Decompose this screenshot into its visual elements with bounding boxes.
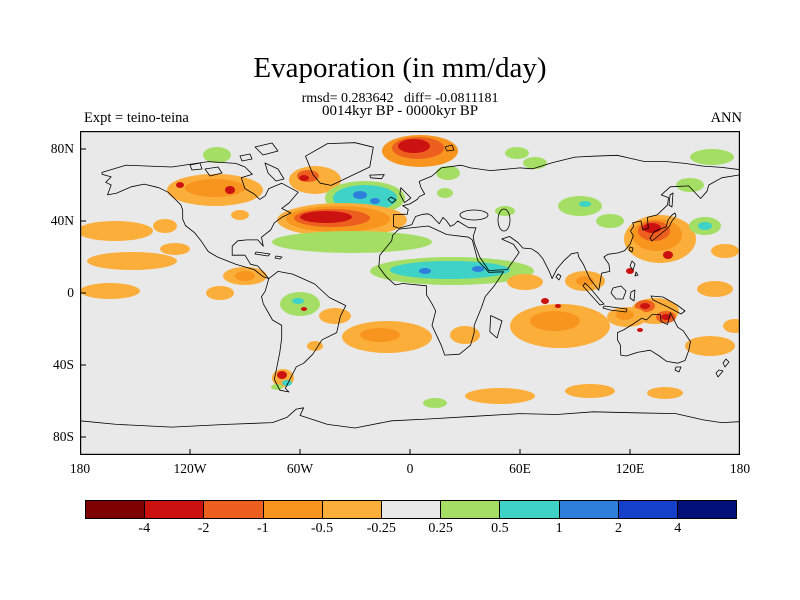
colorbar-segment [618,501,678,518]
coastline-madagascar [489,315,503,339]
coastline-greenland [305,142,374,186]
lon-tick-label: 60E [509,461,531,476]
lat-tick-label: 80S [52,428,74,444]
colorbar-segment [677,501,737,518]
colorbar-segment [500,501,560,518]
colorbar-tick-label: 0.25 [428,521,453,536]
coastline-south-america [261,271,347,393]
anomaly-north-america-negative [153,174,263,233]
coastline-philippines [628,246,639,277]
lon-tick-label: 120E [615,461,645,476]
anomaly-subtropical-atlantic-positive [272,231,432,253]
anomaly-southern-africa-negative [450,326,480,344]
anomaly-north-atlantic-positive [325,181,405,215]
coastline-eurasia [393,154,740,291]
world-map-svg [80,131,740,455]
coastline-sri-lanka [555,273,562,281]
colorbar-segment [559,501,619,518]
coastline-indonesia-new-guinea [582,282,686,315]
colorbar-segment [263,501,323,518]
coastline-arctic-islands [189,142,455,182]
colorbar [85,500,737,519]
colorbar-tick-label: -0.5 [310,521,334,536]
anomaly-north-pacific-negative [80,221,190,299]
lon-tick-label: 180 [729,461,751,476]
coastline-caspian-sea [497,208,511,232]
colorbar-tick-label: 2 [614,521,622,536]
coastline-antarctica [80,407,740,429]
anomaly-siberia-positive [437,188,624,228]
map-area: 80N 40N 0 40S 80S 180 120W 60W 0 60E 120E 180 [51,131,750,476]
coastline-caribbean [254,251,283,260]
anomaly-south-atlantic-negative [342,321,432,353]
colorbar-segment [322,501,382,518]
coastlines [80,142,740,429]
anomaly-north-atlantic-negative [277,203,407,237]
lat-tick-label: 40N [50,213,74,228]
anomaly-south-america-mixed [271,292,351,390]
lon-tick-label: 60W [286,461,314,476]
experiment-label: Expt = teino-teina [84,110,189,126]
lat-tick-label: 80N [50,141,74,156]
lon-tick-label: 0 [406,461,414,476]
lon-tick-label: 180 [69,461,91,476]
anomaly-fram-strait-negative [382,135,458,167]
coastline-africa [378,225,504,356]
coastline-north-america [101,161,299,279]
map-frame [80,131,740,455]
colorbar-tick-label: 1 [555,521,563,536]
anomaly-northwest-pacific-positive [689,217,739,258]
anomaly-central-america-negative [206,267,267,300]
colorbar-segment [204,501,264,518]
anomaly-africa-monsoon-positive [370,257,534,285]
coastline-iceland [369,174,385,180]
lat-tick-label: 0 [67,285,74,300]
season-label: ANN [710,110,742,126]
stats-line: rmsd= 0.283642 diff= -0.0811181 [301,91,499,106]
colorbar-segment [441,501,501,518]
plot-title: Evaporation (in mm/day) [253,52,547,84]
lat-tick-label: 40S [52,356,74,372]
colorbar-tick-label: 4 [674,521,682,536]
coastline-japan [649,212,677,242]
coastline-black-sea [459,209,489,221]
colorbar-segment [381,501,442,518]
colorbar-tick-label: -4 [138,521,151,536]
coastline-sakhalin [668,192,674,208]
colorbar-segment [86,501,146,518]
period-line: 0014kyr BP - 0000kyr BP [321,103,479,119]
colorbar-tick-label: 0.5 [491,521,509,536]
anomaly-indian-ocean-negative [507,271,610,348]
coastline-british-isles [387,187,412,204]
anomaly-australia-negative [607,281,740,356]
coastline-new-zealand [715,358,730,378]
anomaly-southern-ocean [423,384,683,408]
colorbar-tick-label: -2 [197,521,210,536]
lon-tick-label: 120W [173,461,207,476]
coastline-tasmania [674,366,682,373]
colorbar-segment [145,501,205,518]
colorbar-tick-label: -0.25 [366,521,396,536]
coastline-australia [617,312,691,364]
anomaly-greenland-negative [289,166,341,194]
colorbar-tick-label: -1 [256,521,269,536]
anomaly-arctic-positive [203,147,734,192]
